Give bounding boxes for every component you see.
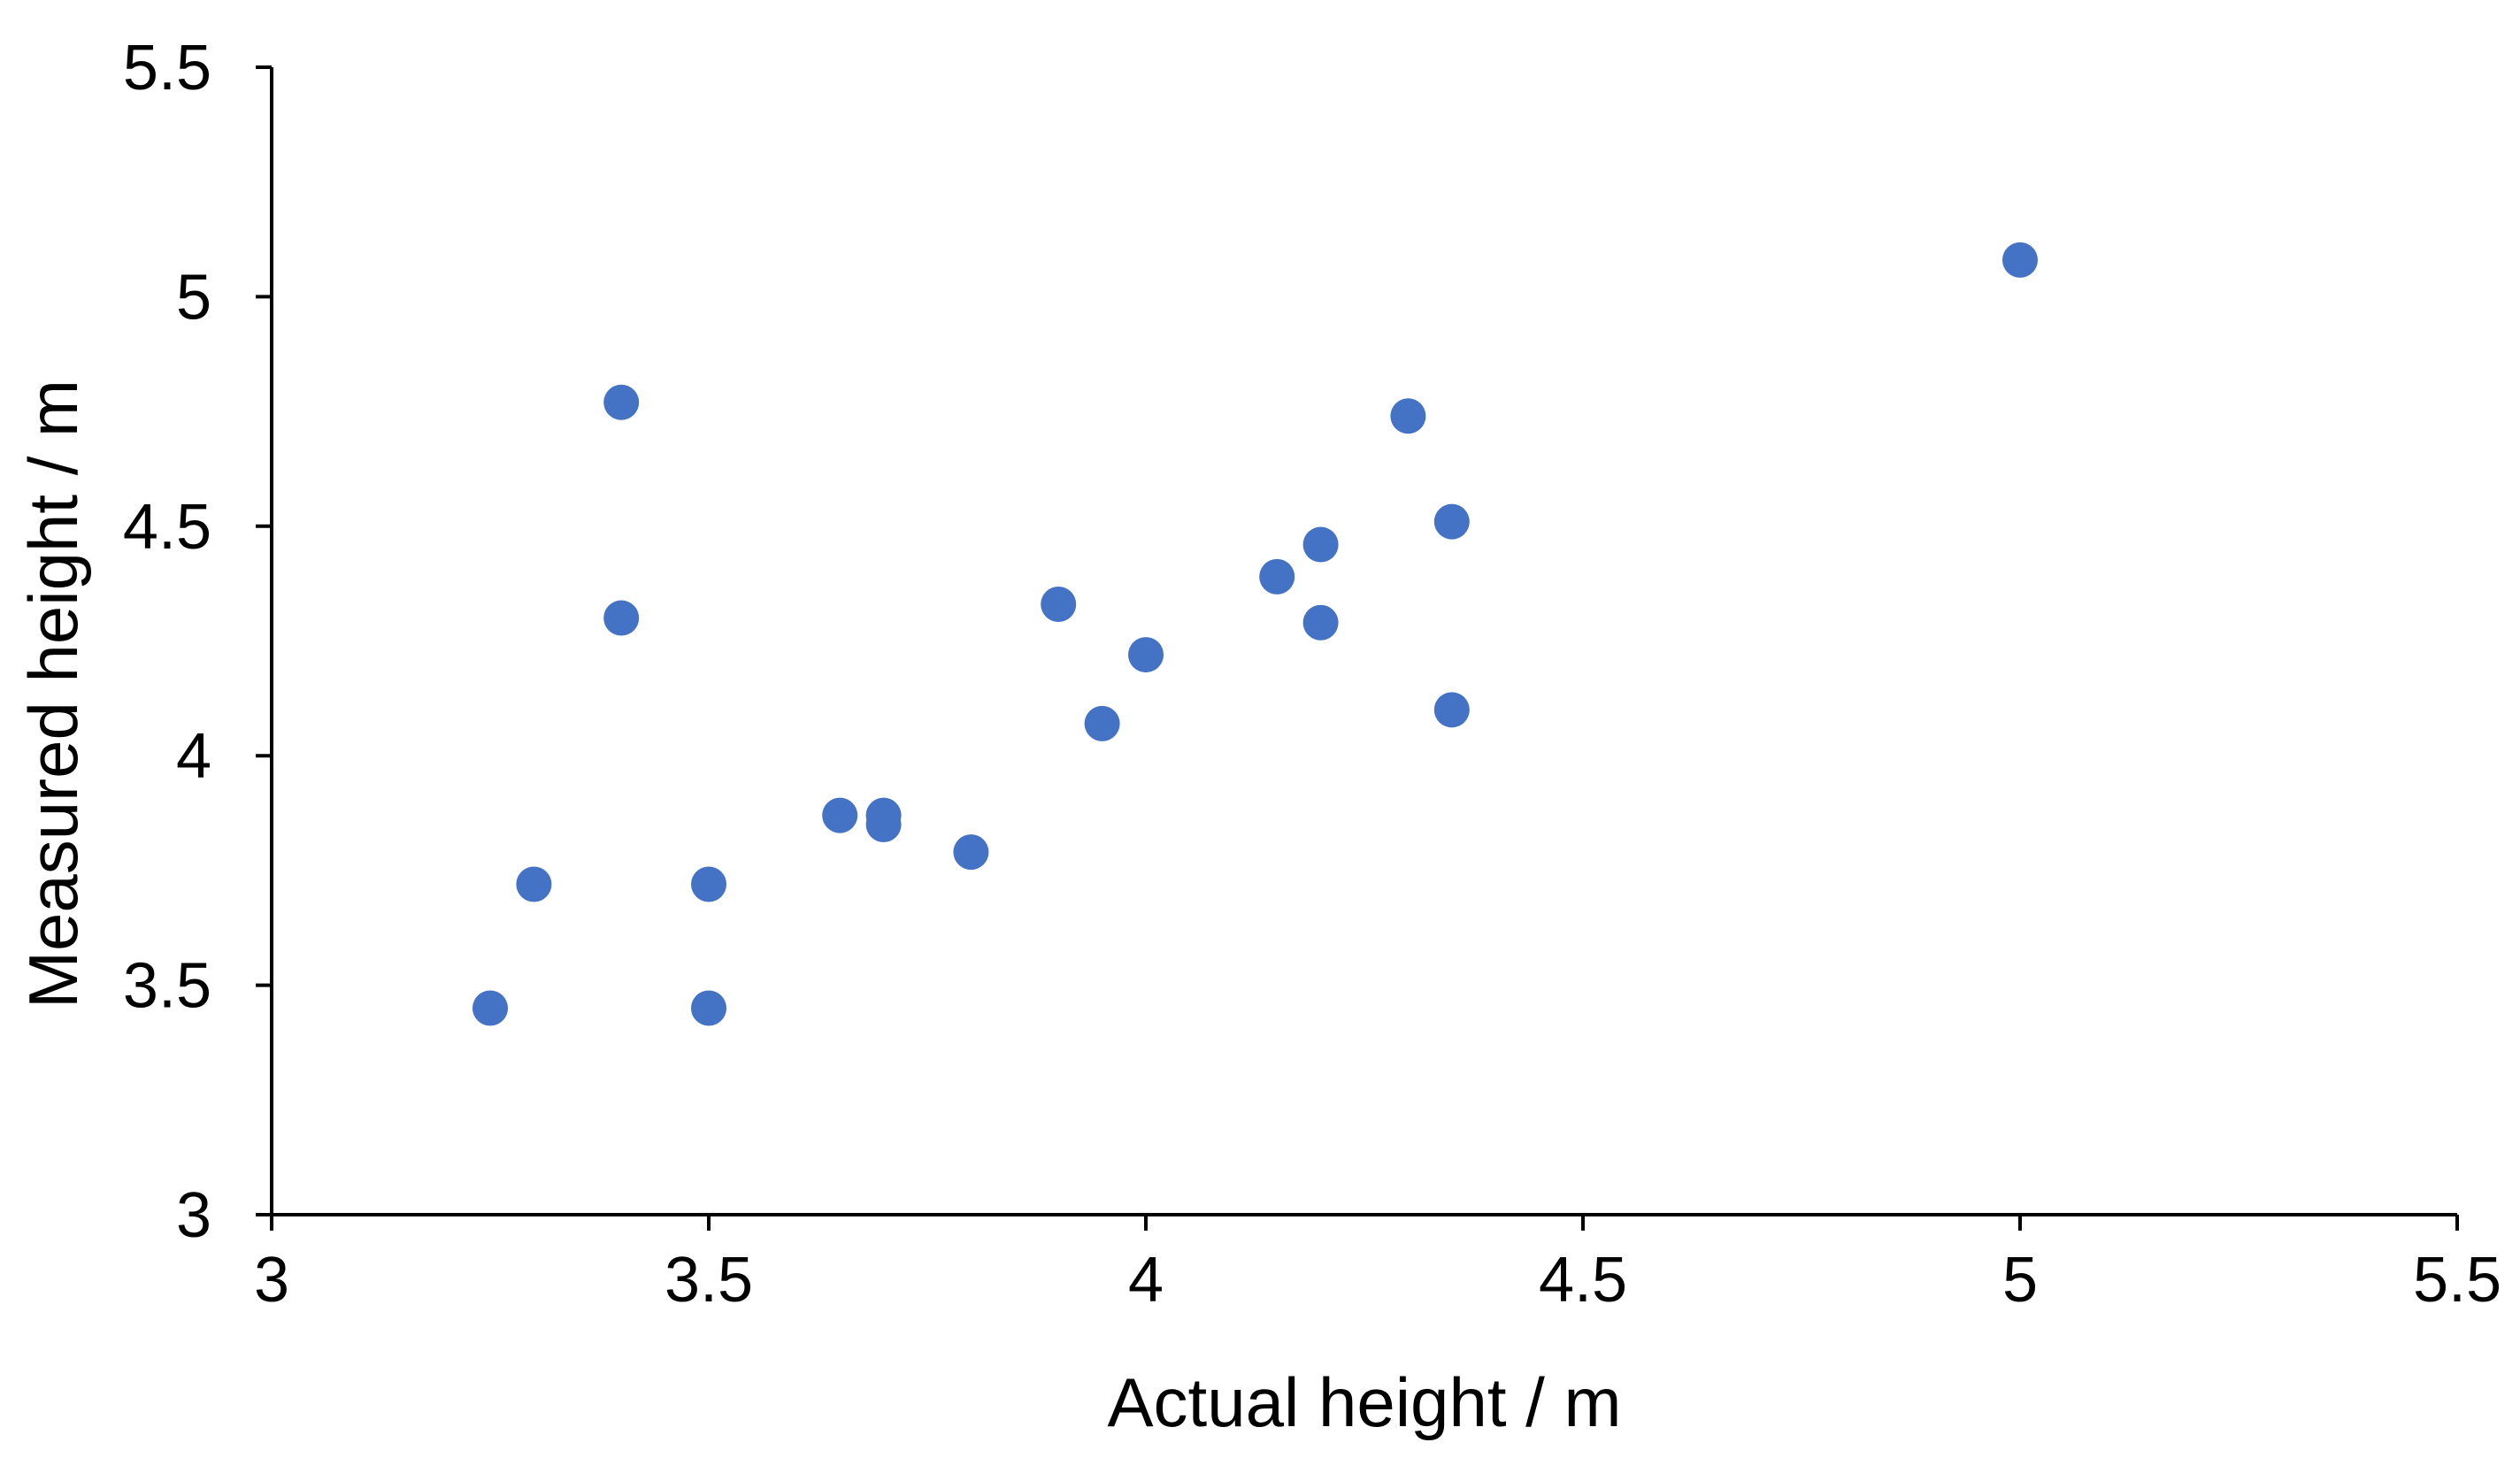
data-point [691,990,726,1026]
x-tick-label: 4 [1128,1245,1164,1316]
axes [256,65,2459,1231]
data-point [1084,705,1120,741]
data-point [822,797,858,833]
y-axis-title: Measured height / m [14,380,92,1009]
data-point [603,600,640,636]
x-tick-label: 5.5 [2413,1245,2501,1316]
tick-labels: 3 3.5 4 4.5 5 5.5 3 3.5 4 4.5 5 5.5 [123,33,2501,1316]
data-point [1259,558,1295,595]
y-tick-label: 3 [176,1180,211,1251]
data-point [1390,398,1426,434]
data-point [603,384,640,420]
x-tick-label: 3 [254,1245,289,1316]
data-points [472,242,2038,1026]
data-point [1302,604,1339,641]
x-tick-label: 5 [2002,1245,2038,1316]
data-point [1041,586,1077,622]
data-point [2002,242,2038,278]
y-tick-label: 4 [176,721,211,792]
x-tick-label: 3.5 [665,1245,753,1316]
data-point [1433,503,1470,540]
data-point [516,866,552,902]
x-axis-title: Actual height / m [1108,1363,1622,1441]
data-point [691,866,726,902]
data-point [1128,637,1164,673]
y-tick-label: 5.5 [123,33,211,104]
data-point [472,990,508,1026]
data-point [865,807,902,843]
y-tick-label: 5 [176,262,211,333]
y-tick-label: 4.5 [123,492,211,563]
x-tick-label: 4.5 [1539,1245,1627,1316]
data-point [1433,692,1470,728]
data-point [1302,526,1339,563]
y-tick-label: 3.5 [123,951,211,1022]
data-point [953,834,989,871]
